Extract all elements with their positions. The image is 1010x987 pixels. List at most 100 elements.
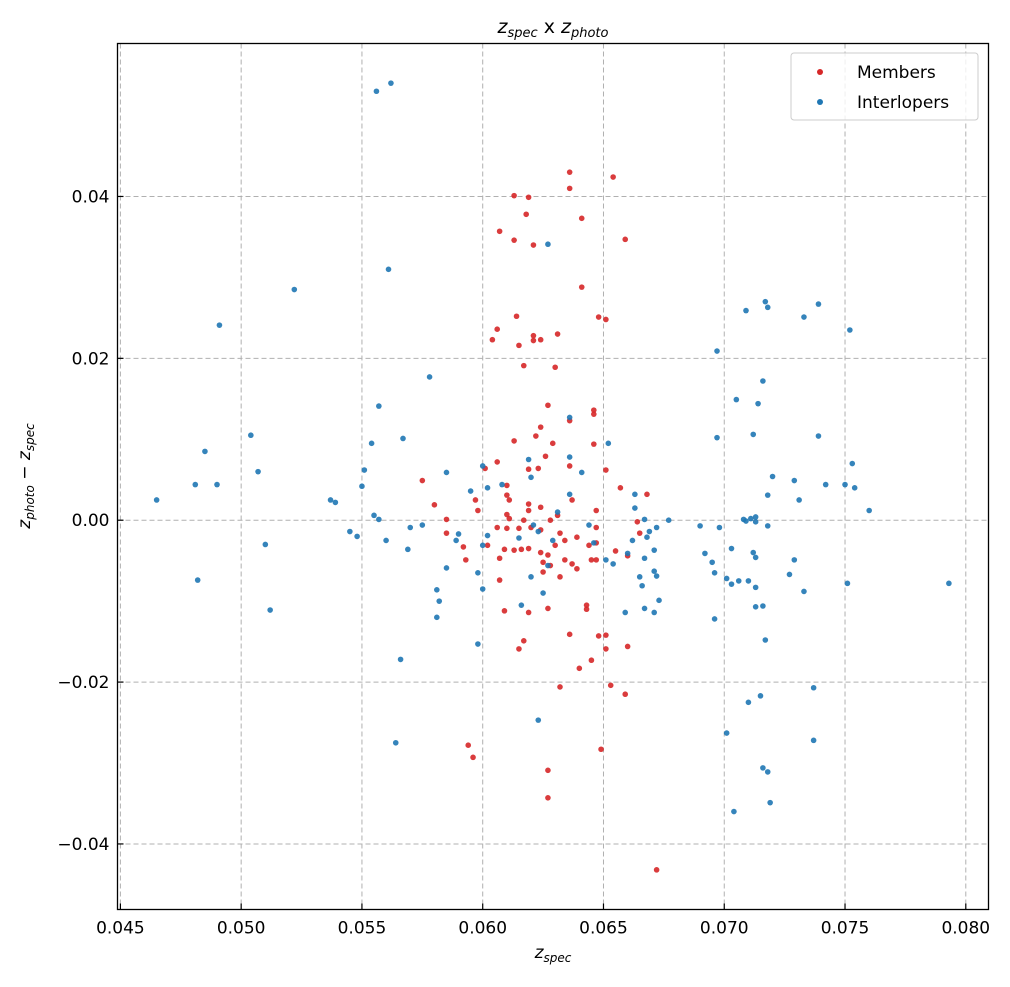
data-point-members: [552, 542, 558, 549]
data-point-members: [574, 534, 580, 541]
data-point-interlopers: [549, 537, 556, 544]
data-point-members: [504, 511, 510, 518]
data-point-members: [545, 795, 551, 801]
data-point-interlopers: [743, 518, 749, 524]
data-point-members: [574, 565, 580, 572]
data-point-interlopers: [764, 304, 771, 311]
data-point-members: [537, 424, 544, 430]
data-point-interlopers: [752, 604, 759, 610]
data-point-interlopers: [443, 565, 450, 571]
data-point-interlopers: [624, 550, 631, 557]
data-point-interlopers: [194, 577, 201, 583]
data-point-interlopers: [383, 537, 389, 544]
data-point-interlopers: [752, 519, 759, 525]
data-point-interlopers: [796, 497, 802, 503]
x-tick-label: 0.080: [941, 919, 990, 939]
ticks: 0.045 0.050 0.055 0.060 0.065 0.070 0.075 0.080…: [57, 187, 990, 938]
data-point-members: [516, 646, 522, 652]
y-axis-label: zphoto − zspec: [15, 423, 37, 530]
data-point-interlopers: [426, 374, 433, 380]
y-tick-label: −0.02: [57, 673, 109, 693]
data-point-interlopers: [762, 298, 769, 305]
data-point-members: [511, 192, 517, 199]
data-point-interlopers: [641, 516, 648, 523]
data-point-interlopers: [651, 609, 658, 616]
data-point-interlopers: [192, 481, 199, 488]
data-point-members: [516, 525, 522, 532]
data-point-interlopers: [723, 575, 730, 582]
data-point-members: [540, 569, 546, 575]
data-point-interlopers: [407, 524, 414, 531]
data-point-members: [504, 525, 510, 532]
data-point-members: [533, 433, 539, 439]
data-point-interlopers: [760, 378, 766, 384]
data-point-members: [535, 465, 542, 472]
data-point-interlopers: [810, 737, 817, 744]
data-point-members: [545, 552, 551, 558]
data-point-interlopers: [479, 542, 486, 549]
data-point-members: [603, 632, 609, 638]
data-point-interlopers: [554, 509, 561, 515]
data-point-interlopers: [842, 481, 848, 488]
data-point-interlopers: [764, 769, 771, 775]
data-point-members: [443, 516, 450, 523]
data-point-interlopers: [639, 582, 645, 589]
data-point-interlopers: [651, 568, 658, 574]
data-point-members: [530, 242, 537, 248]
data-point-members: [545, 402, 551, 409]
data-point-members: [603, 646, 609, 652]
data-point-members: [593, 507, 600, 514]
x-tick-label: 0.070: [700, 919, 749, 939]
data-point-interlopers: [697, 523, 703, 529]
data-point-members: [504, 482, 510, 489]
data-point-interlopers: [359, 483, 365, 490]
data-point-interlopers: [535, 528, 542, 535]
data-point-interlopers: [610, 561, 616, 567]
data-point-interlopers: [801, 588, 807, 595]
data-point-members: [566, 185, 573, 192]
data-point-interlopers: [385, 266, 392, 273]
data-point-members: [443, 530, 450, 536]
data-point-members: [465, 742, 472, 749]
data-point-members: [489, 336, 496, 343]
data-point-members: [562, 537, 568, 544]
legend: Members Interlopers: [790, 52, 979, 121]
data-point-members: [494, 459, 501, 465]
data-point-members: [463, 557, 469, 563]
data-point-members: [552, 364, 558, 371]
data-point-interlopers: [849, 460, 856, 467]
data-point-interlopers: [723, 730, 730, 736]
series-members: [419, 169, 660, 873]
data-point-members: [525, 501, 532, 507]
data-point-interlopers: [400, 435, 406, 442]
data-point-interlopers: [578, 469, 585, 476]
data-point-interlopers: [475, 641, 481, 647]
data-point-interlopers: [479, 586, 486, 592]
data-point-members: [431, 502, 438, 508]
data-point-interlopers: [745, 699, 752, 706]
data-point-members: [518, 546, 525, 553]
data-point-interlopers: [419, 522, 426, 528]
data-point-interlopers: [443, 469, 450, 476]
data-point-interlopers: [866, 507, 872, 514]
data-point-interlopers: [745, 578, 752, 584]
data-point-members: [540, 559, 546, 566]
data-point-interlopers: [516, 535, 522, 541]
data-point-members: [562, 557, 568, 563]
data-point-members: [525, 466, 532, 473]
data-point-members: [494, 524, 501, 531]
x-tick-label: 0.060: [458, 919, 507, 939]
data-point-members: [593, 524, 600, 531]
data-point-members: [525, 507, 532, 514]
data-point-interlopers: [373, 88, 380, 95]
data-point-members: [511, 438, 517, 444]
data-point-members: [542, 453, 549, 460]
data-point-members: [583, 602, 590, 608]
data-point-members: [557, 530, 563, 536]
y-tick-label: 0.02: [72, 349, 110, 369]
data-point-interlopers: [762, 637, 769, 643]
data-point-members: [578, 284, 585, 290]
data-point-interlopers: [757, 693, 764, 699]
data-point-interlopers: [566, 454, 573, 460]
data-point-interlopers: [605, 440, 612, 447]
